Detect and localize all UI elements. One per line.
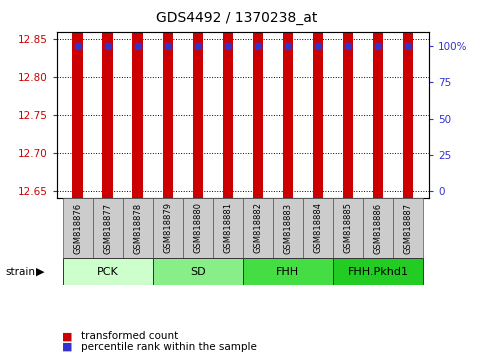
Text: GSM818887: GSM818887 <box>403 202 413 253</box>
Text: ■: ■ <box>62 331 72 341</box>
Bar <box>222 0 233 198</box>
Bar <box>193 0 203 198</box>
Bar <box>183 198 213 258</box>
Bar <box>333 258 423 285</box>
Text: FHH.Pkhd1: FHH.Pkhd1 <box>348 267 408 277</box>
Bar <box>163 0 173 198</box>
Bar <box>333 198 363 258</box>
Text: SD: SD <box>190 267 206 277</box>
Text: GSM818878: GSM818878 <box>133 202 142 253</box>
Text: GSM818876: GSM818876 <box>73 202 82 253</box>
Text: FHH: FHH <box>276 267 299 277</box>
Text: PCK: PCK <box>97 267 119 277</box>
Text: GSM818884: GSM818884 <box>314 202 322 253</box>
Text: strain: strain <box>5 267 35 277</box>
Text: GSM818885: GSM818885 <box>343 202 352 253</box>
Bar <box>282 0 293 198</box>
Bar <box>343 0 353 198</box>
Bar <box>252 0 263 198</box>
Text: GSM818879: GSM818879 <box>163 202 172 253</box>
Text: GSM818886: GSM818886 <box>373 202 383 253</box>
Text: ▶: ▶ <box>35 267 44 277</box>
Text: GSM818882: GSM818882 <box>253 202 262 253</box>
Bar <box>123 198 153 258</box>
Bar <box>133 0 143 198</box>
Bar <box>243 198 273 258</box>
Bar <box>72 0 83 198</box>
Text: ■: ■ <box>62 342 72 352</box>
Bar <box>363 198 393 258</box>
Text: GSM818881: GSM818881 <box>223 202 232 253</box>
Bar <box>103 0 113 198</box>
Bar <box>213 198 243 258</box>
Bar <box>243 258 333 285</box>
Bar <box>93 198 123 258</box>
Bar <box>63 198 93 258</box>
Bar <box>153 198 183 258</box>
Text: GDS4492 / 1370238_at: GDS4492 / 1370238_at <box>156 11 317 25</box>
Text: GSM818880: GSM818880 <box>193 202 202 253</box>
Bar <box>273 198 303 258</box>
Bar <box>153 258 243 285</box>
Bar <box>393 198 423 258</box>
Bar <box>403 0 413 198</box>
Bar <box>63 258 153 285</box>
Bar <box>313 0 323 198</box>
Text: transformed count: transformed count <box>81 331 178 341</box>
Bar <box>303 198 333 258</box>
Text: percentile rank within the sample: percentile rank within the sample <box>81 342 257 352</box>
Text: GSM818883: GSM818883 <box>283 202 292 253</box>
Text: GSM818877: GSM818877 <box>103 202 112 253</box>
Bar <box>373 0 383 198</box>
